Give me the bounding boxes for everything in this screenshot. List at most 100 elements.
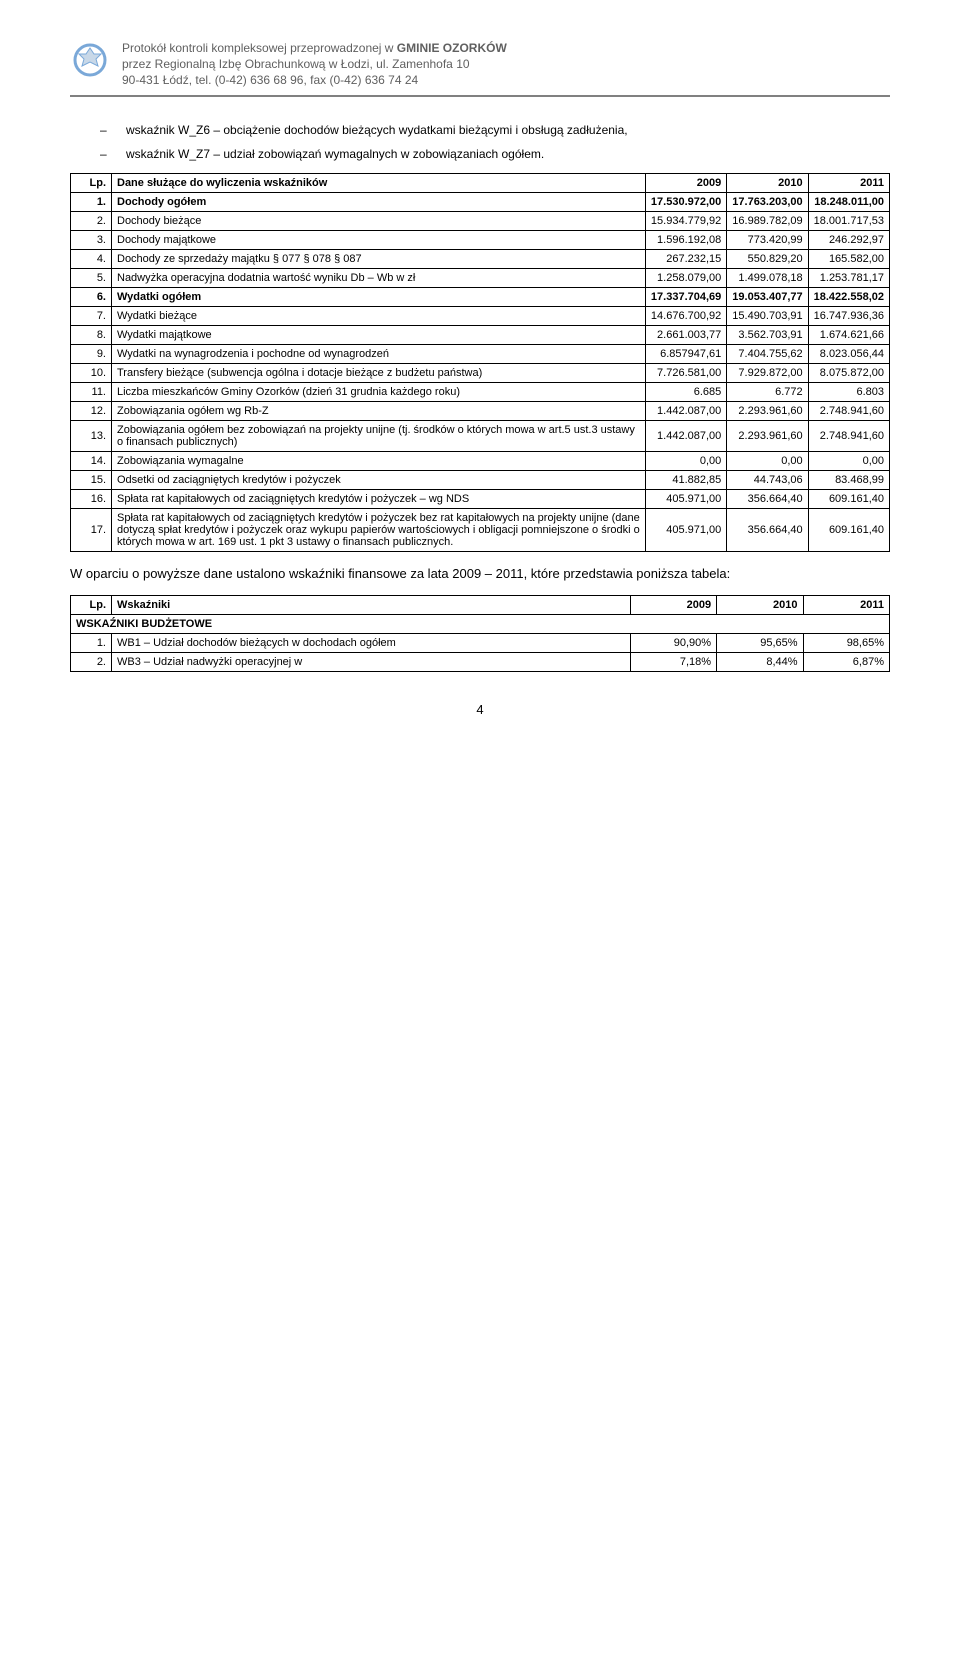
cell-2009: 2.661.003,77 xyxy=(645,325,726,344)
cell-lp: 2. xyxy=(71,653,112,672)
cell-lp: 15. xyxy=(71,470,112,489)
cell-2010: 17.763.203,00 xyxy=(727,192,808,211)
table-row: 1.Dochody ogółem17.530.972,0017.763.203,… xyxy=(71,192,890,211)
table-row: 6.Wydatki ogółem17.337.704,6919.053.407,… xyxy=(71,287,890,306)
section-label: WSKAŹNIKI BUDŻETOWE xyxy=(71,615,890,634)
table-row: 15.Odsetki od zaciągniętych kredytów i p… xyxy=(71,470,890,489)
table-row: 12.Zobowiązania ogółem wg Rb-Z1.442.087,… xyxy=(71,401,890,420)
table-row: 2.Dochody bieżące15.934.779,9216.989.782… xyxy=(71,211,890,230)
cell-2010: 550.829,20 xyxy=(727,249,808,268)
cell-2010: 7.404.755,62 xyxy=(727,344,808,363)
cell-lp: 8. xyxy=(71,325,112,344)
cell-desc: WB1 – Udział dochodów bieżących w dochod… xyxy=(112,634,631,653)
cell-lp: 11. xyxy=(71,382,112,401)
cell-2011: 18.001.717,53 xyxy=(808,211,889,230)
cell-2010: 0,00 xyxy=(727,451,808,470)
cell-desc: Zobowiązania wymagalne xyxy=(112,451,646,470)
cell-lp: 5. xyxy=(71,268,112,287)
cell-desc: Transfery bieżące (subwencja ogólna i do… xyxy=(112,363,646,382)
table-row: 17.Spłata rat kapitałowych od zaciągnięt… xyxy=(71,508,890,551)
header-divider xyxy=(70,95,890,97)
cell-2009: 1.442.087,00 xyxy=(645,420,726,451)
cell-2011: 6.803 xyxy=(808,382,889,401)
cell-2009: 6.857947,61 xyxy=(645,344,726,363)
th-desc: Wskaźniki xyxy=(112,596,631,615)
cell-2011: 16.747.936,36 xyxy=(808,306,889,325)
cell-desc: Spłata rat kapitałowych od zaciągniętych… xyxy=(112,489,646,508)
cell-lp: 3. xyxy=(71,230,112,249)
cell-desc: Zobowiązania ogółem wg Rb-Z xyxy=(112,401,646,420)
cell-2010: 2.293.961,60 xyxy=(727,401,808,420)
cell-2011: 2.748.941,60 xyxy=(808,420,889,451)
cell-desc: Wydatki bieżące xyxy=(112,306,646,325)
cell-2011: 2.748.941,60 xyxy=(808,401,889,420)
cell-2009: 7,18% xyxy=(630,653,716,672)
cell-2011: 83.468,99 xyxy=(808,470,889,489)
th-2011: 2011 xyxy=(808,173,889,192)
cell-2009: 405.971,00 xyxy=(645,508,726,551)
cell-2009: 15.934.779,92 xyxy=(645,211,726,230)
cell-2009: 41.882,85 xyxy=(645,470,726,489)
cell-2009: 405.971,00 xyxy=(645,489,726,508)
page-number: 4 xyxy=(70,702,890,717)
cell-desc: Zobowiązania ogółem bez zobowiązań na pr… xyxy=(112,420,646,451)
cell-2010: 773.420,99 xyxy=(727,230,808,249)
table-row: 13.Zobowiązania ogółem bez zobowiązań na… xyxy=(71,420,890,451)
cell-2011: 1.674.621,66 xyxy=(808,325,889,344)
cell-desc: Spłata rat kapitałowych od zaciągniętych… xyxy=(112,508,646,551)
th-2010: 2010 xyxy=(727,173,808,192)
cell-lp: 17. xyxy=(71,508,112,551)
table-row: 8.Wydatki majątkowe2.661.003,773.562.703… xyxy=(71,325,890,344)
header-line3: 90-431 Łódź, tel. (0-42) 636 68 96, fax … xyxy=(122,72,507,88)
cell-2009: 17.530.972,00 xyxy=(645,192,726,211)
cell-lp: 13. xyxy=(71,420,112,451)
cell-2010: 16.989.782,09 xyxy=(727,211,808,230)
cell-desc: Dochody majątkowe xyxy=(112,230,646,249)
table-row: 2.WB3 – Udział nadwyżki operacyjnej w7,1… xyxy=(71,653,890,672)
th-2009: 2009 xyxy=(630,596,716,615)
cell-2011: 165.582,00 xyxy=(808,249,889,268)
cell-2009: 1.442.087,00 xyxy=(645,401,726,420)
cell-2009: 6.685 xyxy=(645,382,726,401)
cell-desc: Wydatki majątkowe xyxy=(112,325,646,344)
table-row: 14.Zobowiązania wymagalne0,000,000,00 xyxy=(71,451,890,470)
cell-2010: 2.293.961,60 xyxy=(727,420,808,451)
bullet-item: wskaźnik W_Z7 – udział zobowiązań wymaga… xyxy=(100,145,890,163)
cell-2010: 3.562.703,91 xyxy=(727,325,808,344)
th-2010: 2010 xyxy=(717,596,803,615)
section-row: WSKAŹNIKI BUDŻETOWE xyxy=(71,615,890,634)
table-row: 3.Dochody majątkowe1.596.192,08773.420,9… xyxy=(71,230,890,249)
cell-desc: Wydatki na wynagrodzenia i pochodne od w… xyxy=(112,344,646,363)
table-row: 7.Wydatki bieżące14.676.700,9215.490.703… xyxy=(71,306,890,325)
cell-2010: 1.499.078,18 xyxy=(727,268,808,287)
table-row: 4.Dochody ze sprzedaży majątku § 077 § 0… xyxy=(71,249,890,268)
cell-2010: 356.664,40 xyxy=(727,508,808,551)
cell-desc: WB3 – Udział nadwyżki operacyjnej w xyxy=(112,653,631,672)
cell-2010: 8,44% xyxy=(717,653,803,672)
th-desc: Dane służące do wyliczenia wskaźników xyxy=(112,173,646,192)
th-lp: Lp. xyxy=(71,173,112,192)
cell-2011: 246.292,97 xyxy=(808,230,889,249)
cell-2009: 1.258.079,00 xyxy=(645,268,726,287)
table-row: 16.Spłata rat kapitałowych od zaciągnięt… xyxy=(71,489,890,508)
cell-2010: 44.743,06 xyxy=(727,470,808,489)
cell-lp: 2. xyxy=(71,211,112,230)
cell-lp: 1. xyxy=(71,192,112,211)
table-row: 9.Wydatki na wynagrodzenia i pochodne od… xyxy=(71,344,890,363)
cell-lp: 1. xyxy=(71,634,112,653)
header-line2: przez Regionalną Izbę Obrachunkową w Łod… xyxy=(122,56,507,72)
cell-2010: 19.053.407,77 xyxy=(727,287,808,306)
header-text: Protokół kontroli kompleksowej przeprowa… xyxy=(122,40,507,89)
cell-lp: 4. xyxy=(71,249,112,268)
cell-lp: 14. xyxy=(71,451,112,470)
cell-lp: 16. xyxy=(71,489,112,508)
cell-desc: Odsetki od zaciągniętych kredytów i poży… xyxy=(112,470,646,489)
header-line1-bold: GMINIE OZORKÓW xyxy=(397,41,507,55)
table-row: 1.WB1 – Udział dochodów bieżących w doch… xyxy=(71,634,890,653)
cell-2011: 98,65% xyxy=(803,634,889,653)
table-row: 10.Transfery bieżące (subwencja ogólna i… xyxy=(71,363,890,382)
cell-2009: 267.232,15 xyxy=(645,249,726,268)
table-row: 11.Liczba mieszkańców Gminy Ozorków (dzi… xyxy=(71,382,890,401)
cell-2009: 17.337.704,69 xyxy=(645,287,726,306)
data-table-1: Lp. Dane służące do wyliczenia wskaźnikó… xyxy=(70,173,890,552)
